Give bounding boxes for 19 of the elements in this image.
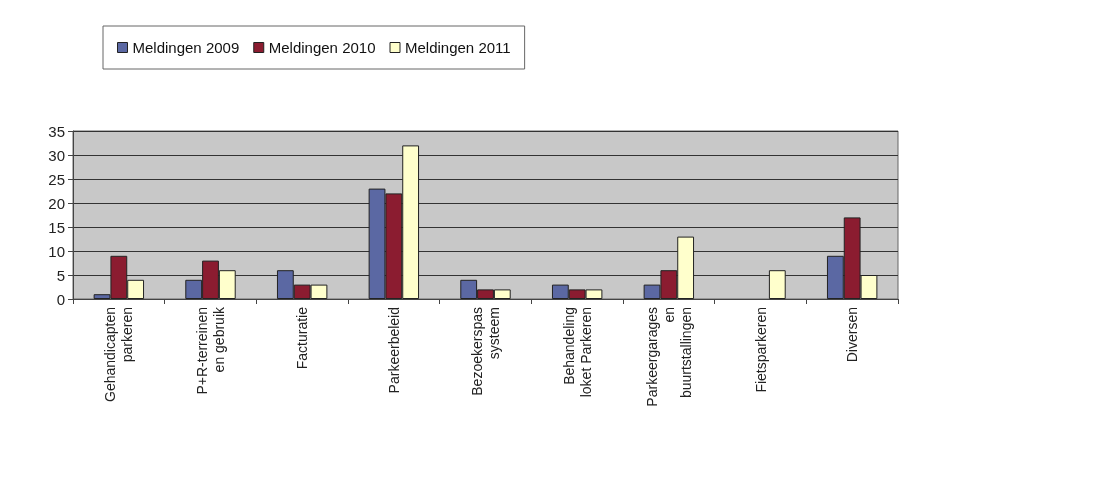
y-tick-label: 25 [48, 170, 65, 188]
x-tick-label: Gehandicapten parkeren [102, 307, 136, 402]
y-tick-label: 10 [48, 242, 65, 260]
legend-label: Meldingen 2011 [405, 39, 511, 56]
y-tick-label: 5 [56, 266, 65, 284]
x-tick-label: Diversen [844, 307, 861, 363]
x-tick-label: Fietsparkeren [752, 307, 769, 393]
y-tick-label: 0 [56, 290, 65, 308]
x-tick-label: Facturatie [294, 306, 311, 370]
y-tick-label: 20 [48, 194, 65, 212]
y-tick-label: 35 [48, 122, 65, 140]
y-tick-label: 30 [48, 146, 65, 164]
legend-label: Meldingen 2010 [268, 39, 376, 56]
x-tick-label: Parkeerbeleid [385, 307, 402, 394]
x-tick-label: Bezoekerspas systeem [469, 307, 502, 396]
y-tick-label: 15 [48, 218, 65, 236]
bar [768, 270, 786, 299]
legend-label: Meldingen 2009 [132, 39, 240, 56]
x-tick-label: P+R-terreinen en gebruik [194, 306, 227, 395]
